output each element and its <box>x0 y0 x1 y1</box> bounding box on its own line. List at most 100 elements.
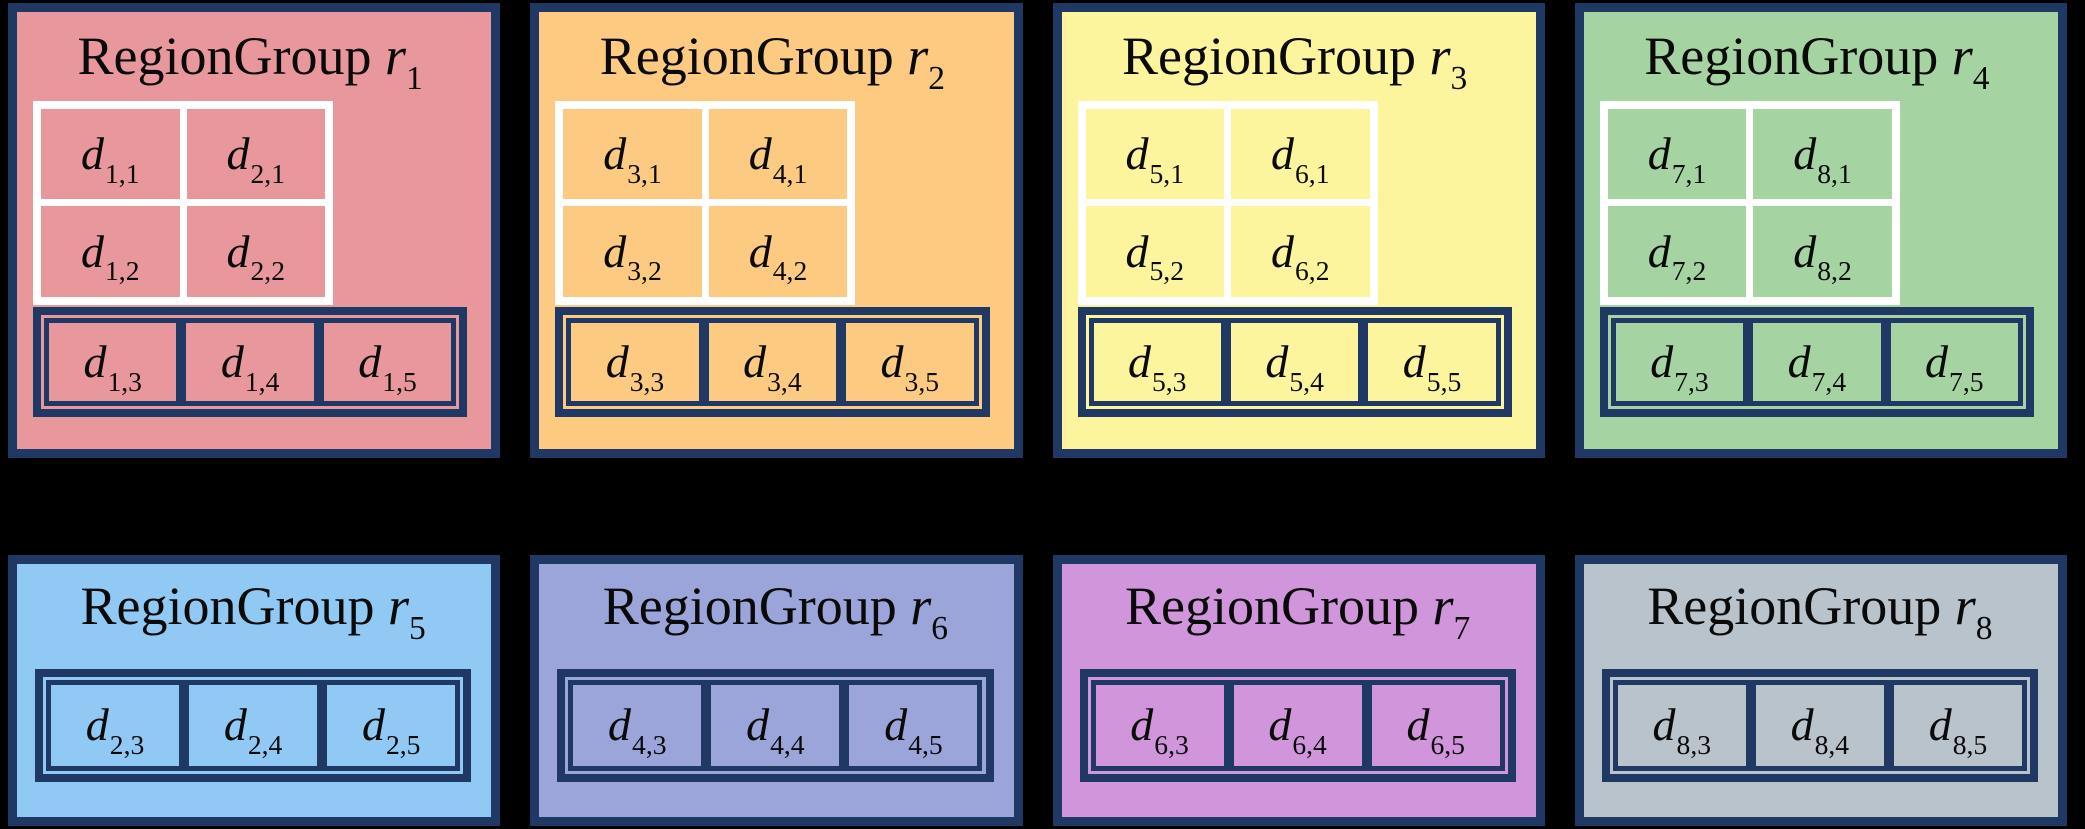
regiongroup-r5-box: RegionGroup r5 d2,3 d2,4 d2,5 <box>8 555 501 826</box>
row-cell-d-8-5: d8,5 <box>1888 679 2027 771</box>
grid-cell-d-4-2: d4,2 <box>708 206 848 297</box>
row-cell-d-3-4: d3,4 <box>703 317 842 406</box>
data-item-label-d-1-5: d1,5 <box>358 335 417 397</box>
data-item-label-d-8-1: d8,1 <box>1793 128 1852 189</box>
data-item-label-d-3-4: d3,4 <box>743 335 802 397</box>
regiongroup-r7-box: RegionGroup r7 d6,3 d6,4 d6,5 <box>1052 555 1545 826</box>
shard-row-r2: d3,3 d3,4 d3,5 <box>555 306 990 417</box>
data-item-label-d-5-4: d5,4 <box>1265 335 1324 397</box>
data-item-label-d-7-2: d7,2 <box>1647 225 1707 287</box>
shard-row-r6: d4,3 d4,4 d4,5 <box>557 668 994 782</box>
data-item-label-d-6-5: d6,5 <box>1406 699 1465 761</box>
grid-cell-d-8-1: d8,1 <box>1753 108 1892 200</box>
replica-grid-r4: d7,1 d8,1 d7,2 d8,2 <box>1599 100 1900 305</box>
data-item-label-d-7-4: d7,4 <box>1787 335 1847 397</box>
data-item-label-d-5-3: d5,3 <box>1127 335 1187 397</box>
row-cell-d-7-4: d7,4 <box>1748 317 1886 406</box>
data-item-label-d-5-5: d5,5 <box>1402 335 1462 397</box>
row-cell-d-7-3: d7,3 <box>1610 317 1749 406</box>
data-item-label-d-6-1: d6,1 <box>1271 128 1330 189</box>
data-item-label-d-3-5: d3,5 <box>880 335 940 397</box>
regiongroup-row-top: RegionGroup r1 d1,1 d2,1 d1,2 d2,2 d1,3 d1,4 d1… <box>8 3 2067 458</box>
replica-grid-r2: d3,1 d4,1 d3,2 d4,2 <box>555 100 856 305</box>
regiongroup-r1-box: RegionGroup r1 d1,1 d2,1 d1,2 d2,2 d1,3 d1,4 d1… <box>8 3 501 458</box>
data-item-label-d-6-3: d6,3 <box>1130 699 1189 761</box>
row-cell-d-1-4: d1,4 <box>181 317 319 406</box>
data-item-label-d-8-3: d8,3 <box>1652 699 1712 761</box>
data-item-label-d-2-4: d2,4 <box>223 699 283 761</box>
replica-grid-r3: d5,1 d6,1 d5,2 d6,2 <box>1077 100 1378 305</box>
row-cell-d-5-5: d5,5 <box>1363 317 1501 406</box>
data-item-label-d-4-2: d4,2 <box>748 225 808 287</box>
data-item-label-d-5-1: d5,1 <box>1125 128 1185 189</box>
shard-row-r7: d6,3 d6,4 d6,5 <box>1079 668 1516 782</box>
grid-cell-d-7-2: d7,2 <box>1607 206 1747 297</box>
regiongroup-r6-box: RegionGroup r6 d4,3 d4,4 d4,5 <box>530 555 1023 826</box>
row-cell-d-2-5: d2,5 <box>322 679 461 771</box>
row-cell-d-3-3: d3,3 <box>566 317 704 406</box>
shard-row-r3: d5,3 d5,4 d5,5 <box>1077 306 1512 417</box>
data-item-label-d-2-5: d2,5 <box>361 699 421 761</box>
grid-cell-d-1-2: d1,2 <box>41 206 180 297</box>
data-item-label-d-4-1: d4,1 <box>748 128 808 189</box>
data-item-label-d-8-4: d8,4 <box>1790 699 1850 761</box>
regiongroup-r8-box: RegionGroup r8 d8,3 d8,4 d8,5 <box>1574 555 2067 826</box>
data-item-label-d-2-3: d2,3 <box>85 699 145 761</box>
grid-cell-d-3-1: d3,1 <box>563 108 702 200</box>
data-item-label-d-3-3: d3,3 <box>605 335 665 397</box>
regiongroup-row-bottom: RegionGroup r5 d2,3 d2,4 d2,5 RegionGroup r6… <box>8 555 2067 826</box>
data-item-label-d-4-5: d4,5 <box>884 699 943 761</box>
grid-cell-d-5-1: d5,1 <box>1085 108 1224 200</box>
shard-row-r4: d7,3 d7,4 d7,5 <box>1599 306 2034 417</box>
regiongroup-title-r1: RegionGroup r1 <box>77 26 423 98</box>
data-item-label-d-7-5: d7,5 <box>1925 335 1984 397</box>
regiongroup-r4-box: RegionGroup r4 d7,1 d8,1 d7,2 d8,2 d7,3 d7,4 d7… <box>1574 3 2067 458</box>
data-item-label-d-7-1: d7,1 <box>1647 128 1707 189</box>
regiongroup-title-r8: RegionGroup r8 <box>1647 576 1993 648</box>
row-cell-d-1-5: d1,5 <box>318 317 457 406</box>
regiongroup-title-r2: RegionGroup r2 <box>599 26 945 98</box>
regiongroup-title-r3: RegionGroup r3 <box>1122 26 1468 98</box>
row-cell-d-6-5: d6,5 <box>1366 679 1505 771</box>
row-cell-d-5-4: d5,4 <box>1225 317 1364 406</box>
row-cell-d-4-3: d4,3 <box>568 679 707 771</box>
data-item-label-d-3-2: d3,2 <box>603 225 662 287</box>
row-cell-d-8-3: d8,3 <box>1612 679 1751 771</box>
data-item-label-d-1-1: d1,1 <box>81 128 140 189</box>
data-item-label-d-8-2: d8,2 <box>1793 225 1852 287</box>
grid-cell-d-5-2: d5,2 <box>1085 206 1224 297</box>
data-item-label-d-5-2: d5,2 <box>1125 225 1185 287</box>
grid-cell-d-7-1: d7,1 <box>1607 108 1747 200</box>
regiongroup-title-r7: RegionGroup r7 <box>1125 576 1471 648</box>
regiongroup-title-r4: RegionGroup r4 <box>1644 26 1990 98</box>
row-cell-d-6-4: d6,4 <box>1228 679 1367 771</box>
row-cell-d-4-4: d4,4 <box>706 679 845 771</box>
row-cell-d-2-4: d2,4 <box>184 679 323 771</box>
data-item-label-d-4-4: d4,4 <box>746 699 805 761</box>
grid-cell-d-8-2: d8,2 <box>1753 206 1892 297</box>
row-cell-d-5-3: d5,3 <box>1088 317 1226 406</box>
grid-cell-d-2-2: d2,2 <box>186 206 325 297</box>
data-item-label-d-6-2: d6,2 <box>1271 225 1330 287</box>
row-cell-d-2-3: d2,3 <box>46 679 185 771</box>
data-item-label-d-4-3: d4,3 <box>608 699 667 761</box>
data-item-label-d-1-3: d1,3 <box>83 335 142 397</box>
row-cell-d-7-5: d7,5 <box>1885 317 2024 406</box>
row-cell-d-3-5: d3,5 <box>841 317 979 406</box>
regiongroup-title-r5: RegionGroup r5 <box>80 576 426 648</box>
row-cell-d-8-4: d8,4 <box>1750 679 1889 771</box>
grid-cell-d-1-1: d1,1 <box>41 108 180 200</box>
data-item-label-d-1-4: d1,4 <box>220 335 280 397</box>
regiongroup-r3-box: RegionGroup r3 d5,1 d6,1 d5,2 d6,2 d5,3 d5,4 d5… <box>1052 3 1545 458</box>
grid-cell-d-2-1: d2,1 <box>186 108 325 200</box>
regiongroup-r2-box: RegionGroup r2 d3,1 d4,1 d3,2 d4,2 d3,3 d3,4 d3… <box>530 3 1023 458</box>
grid-cell-d-6-2: d6,2 <box>1231 206 1370 297</box>
shard-row-r8: d8,3 d8,4 d8,5 <box>1601 668 2038 782</box>
grid-cell-d-4-1: d4,1 <box>708 108 848 200</box>
data-item-label-d-2-1: d2,1 <box>226 128 286 189</box>
shard-row-r5: d2,3 d2,4 d2,5 <box>35 668 472 782</box>
regiongroup-title-r6: RegionGroup r6 <box>602 576 948 648</box>
grid-cell-d-6-1: d6,1 <box>1231 108 1370 200</box>
grid-cell-d-3-2: d3,2 <box>563 206 702 297</box>
